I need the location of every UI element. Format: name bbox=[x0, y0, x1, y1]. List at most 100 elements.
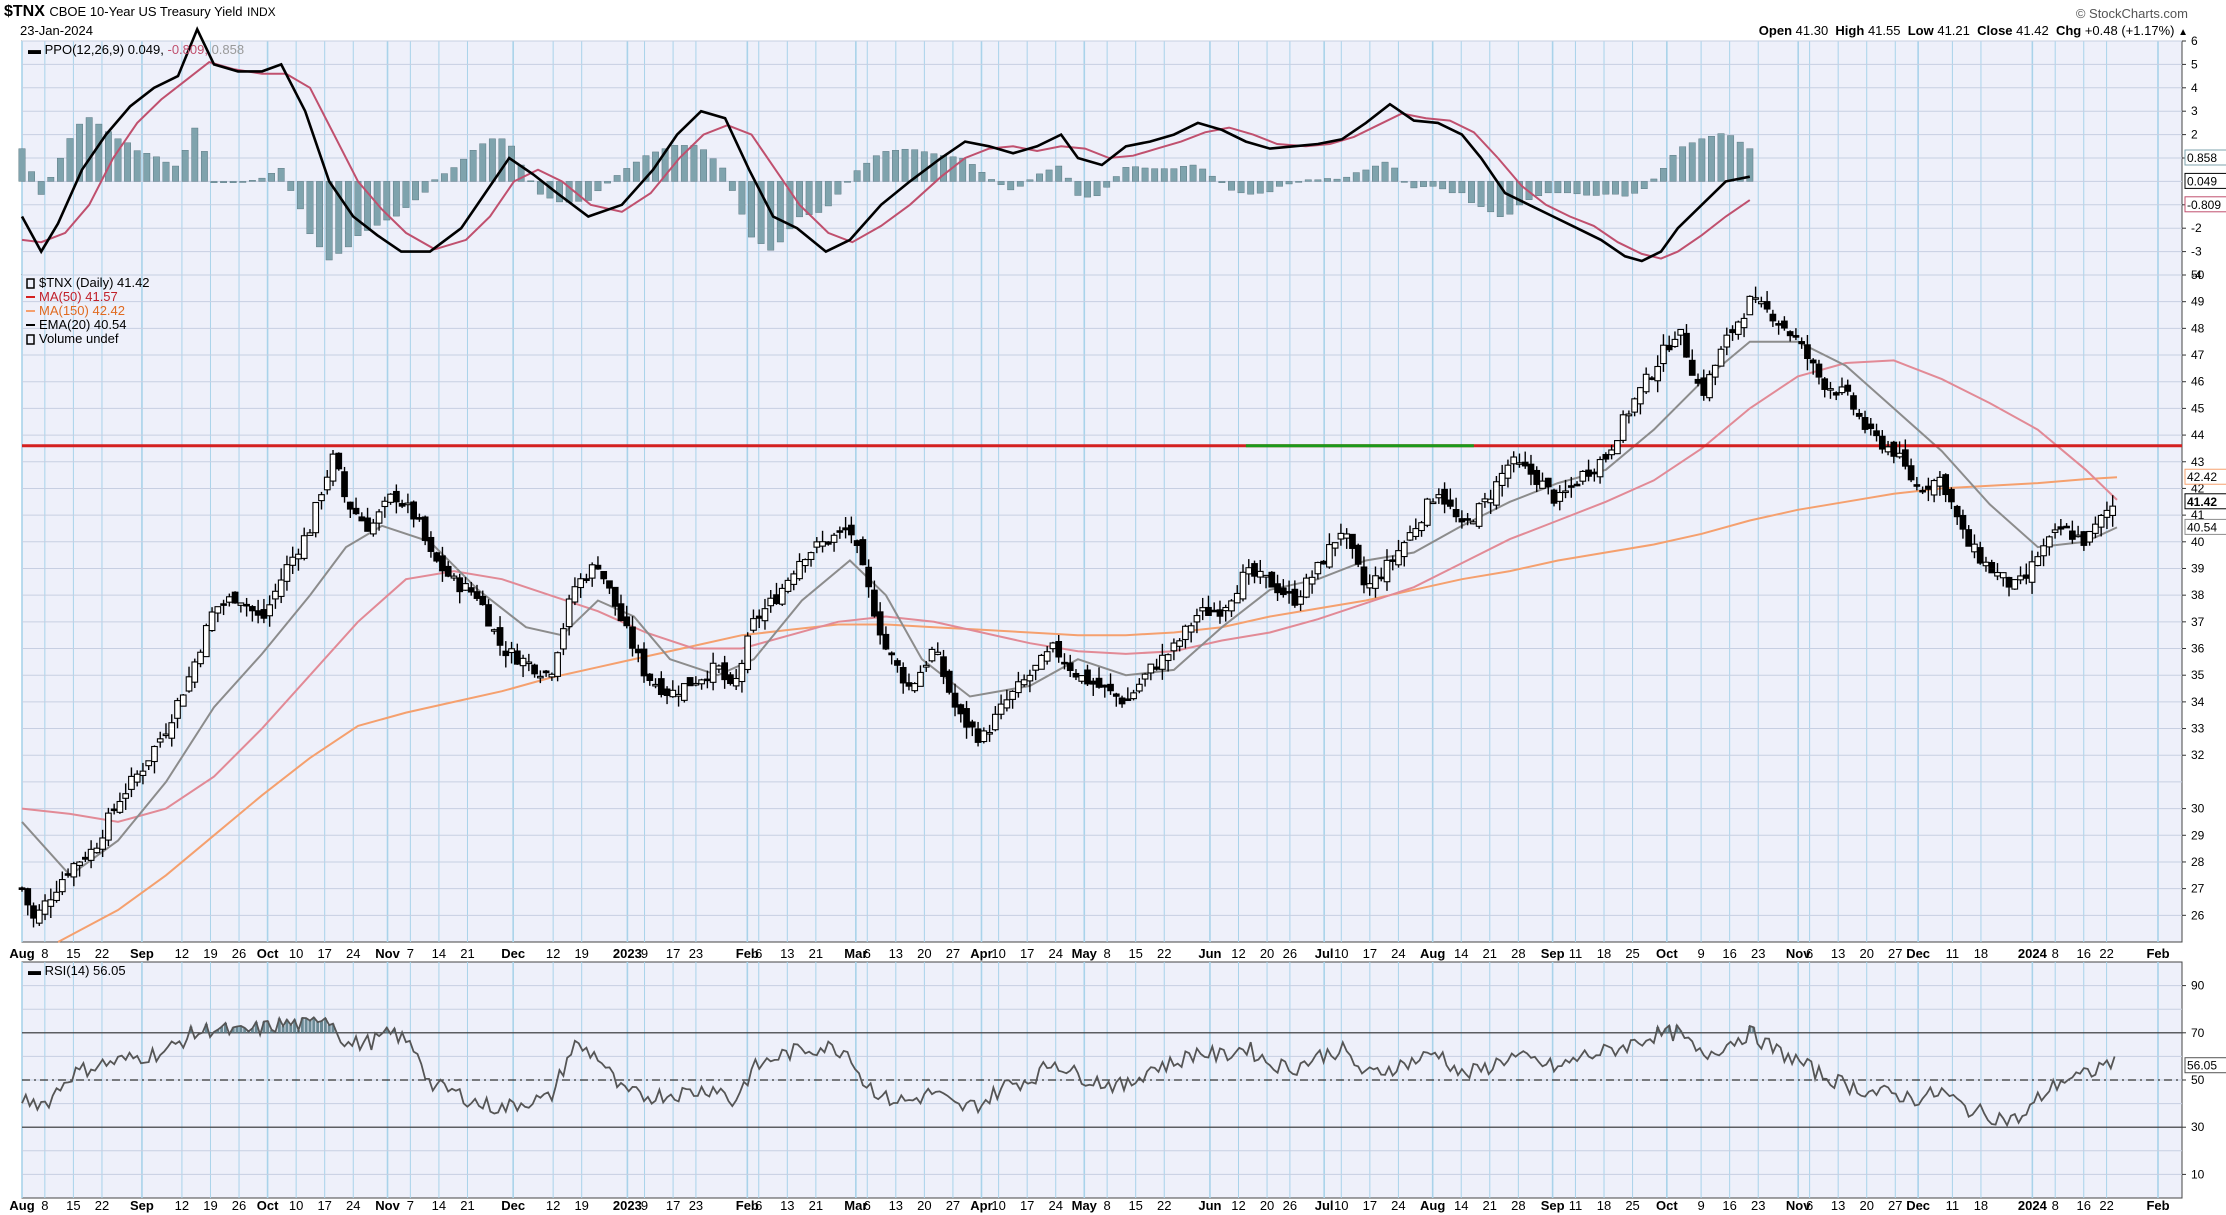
candle bbox=[882, 633, 890, 650]
histogram-bar bbox=[1045, 169, 1053, 182]
candle bbox=[467, 587, 475, 593]
axis-tick-label: 33 bbox=[2191, 722, 2205, 736]
axis-day-label: 19 bbox=[203, 1198, 217, 1213]
axis-tick-label: 48 bbox=[2191, 321, 2205, 335]
candle bbox=[732, 677, 740, 687]
candle bbox=[940, 656, 947, 677]
candle bbox=[1297, 596, 1304, 605]
axis-day-label: 22 bbox=[1157, 1198, 1171, 1213]
candle bbox=[128, 775, 135, 790]
histogram-bar bbox=[882, 151, 890, 182]
candle bbox=[1965, 529, 1973, 547]
candle bbox=[1642, 373, 1650, 393]
histogram-bar bbox=[1304, 179, 1312, 182]
candle bbox=[375, 511, 383, 524]
candle bbox=[1999, 572, 2007, 579]
candle bbox=[974, 728, 982, 743]
histogram-bar bbox=[1669, 154, 1677, 182]
candle bbox=[381, 500, 389, 508]
candle bbox=[1066, 662, 1074, 672]
candle bbox=[1256, 570, 1264, 578]
candle bbox=[1245, 567, 1253, 575]
histogram-bar bbox=[1573, 181, 1581, 195]
candle bbox=[220, 603, 227, 606]
candle bbox=[1170, 642, 1178, 652]
histogram-bar bbox=[805, 181, 813, 215]
candle bbox=[1976, 547, 1984, 564]
candle bbox=[750, 618, 757, 631]
candle bbox=[1573, 483, 1581, 487]
legend-item: MA(150) 42.42 bbox=[39, 303, 125, 318]
candle bbox=[744, 635, 752, 671]
axis-tick-label: 35 bbox=[2191, 668, 2205, 682]
histogram-bar bbox=[296, 181, 304, 210]
stockcharts-brand[interactable]: © StockCharts.com bbox=[2075, 6, 2188, 21]
axis-tick-label: -4 bbox=[2191, 268, 2202, 282]
candle bbox=[1498, 472, 1506, 487]
histogram-bar bbox=[613, 175, 621, 182]
histogram-bar bbox=[1612, 181, 1619, 195]
histogram-bar bbox=[114, 138, 122, 182]
candle bbox=[1337, 532, 1345, 540]
axis-day-label: 23 bbox=[689, 1198, 703, 1213]
candle bbox=[179, 694, 187, 707]
candle bbox=[1821, 378, 1829, 390]
candle bbox=[1602, 453, 1610, 460]
candle bbox=[778, 587, 786, 605]
axis-day-label: 10 bbox=[991, 946, 1005, 961]
candle bbox=[1441, 488, 1448, 505]
histogram-bar bbox=[325, 181, 333, 261]
candle bbox=[1377, 576, 1385, 580]
axis-month-label: Apr bbox=[970, 1198, 992, 1213]
axis-day-label: 18 bbox=[1597, 1198, 1611, 1213]
candle bbox=[704, 678, 711, 682]
candle bbox=[2109, 505, 2117, 516]
price-y-axis: 50 49 48 47 46 45 44 43 42 41 40 39 38 37 36 35 34 33 32 30… bbox=[2182, 268, 2205, 922]
candle bbox=[139, 770, 147, 777]
candle bbox=[611, 586, 619, 607]
histogram-bar bbox=[844, 181, 851, 183]
candle bbox=[1850, 395, 1857, 410]
candle bbox=[1930, 480, 1938, 496]
axis-day-label: 25 bbox=[1625, 1198, 1639, 1213]
candle bbox=[790, 573, 798, 585]
candle bbox=[1205, 606, 1212, 616]
candle bbox=[1734, 321, 1742, 335]
axis-month-label: Feb bbox=[2146, 946, 2169, 961]
axis-day-label: 14 bbox=[432, 1198, 446, 1213]
axis-day-label: 8 bbox=[1104, 946, 1111, 961]
candle bbox=[1677, 328, 1685, 336]
axis-day-label: 6 bbox=[1806, 946, 1813, 961]
histogram-bar bbox=[1180, 166, 1187, 182]
axis-day-label: 9 bbox=[1697, 1198, 1704, 1213]
candle bbox=[876, 611, 884, 636]
candle bbox=[773, 594, 780, 605]
legend-marker bbox=[26, 334, 35, 345]
candle bbox=[917, 671, 924, 687]
axis-day-label: 12 bbox=[546, 1198, 560, 1213]
candle bbox=[1331, 542, 1339, 549]
candle bbox=[185, 676, 193, 692]
histogram-bar bbox=[402, 181, 410, 208]
histogram-bar bbox=[1487, 181, 1495, 213]
candle bbox=[1043, 651, 1051, 662]
candle bbox=[122, 793, 130, 799]
candle bbox=[1994, 571, 2001, 577]
candle bbox=[560, 628, 567, 650]
candle bbox=[1009, 690, 1016, 700]
axis-tick-label: 39 bbox=[2191, 561, 2205, 575]
axis-day-label: 8 bbox=[2052, 1198, 2059, 1213]
candle bbox=[1809, 359, 1817, 364]
axis-month-label: Sep bbox=[1541, 1198, 1565, 1213]
candle bbox=[1147, 663, 1155, 674]
candle bbox=[807, 552, 815, 561]
candle bbox=[1683, 332, 1690, 358]
histogram-bar bbox=[76, 123, 83, 182]
histogram-bar bbox=[1074, 181, 1082, 196]
candle bbox=[894, 660, 901, 666]
axis-day-label: 8 bbox=[41, 946, 48, 961]
candle bbox=[1187, 625, 1195, 633]
candle bbox=[2045, 536, 2053, 548]
histogram-bar bbox=[258, 177, 266, 182]
